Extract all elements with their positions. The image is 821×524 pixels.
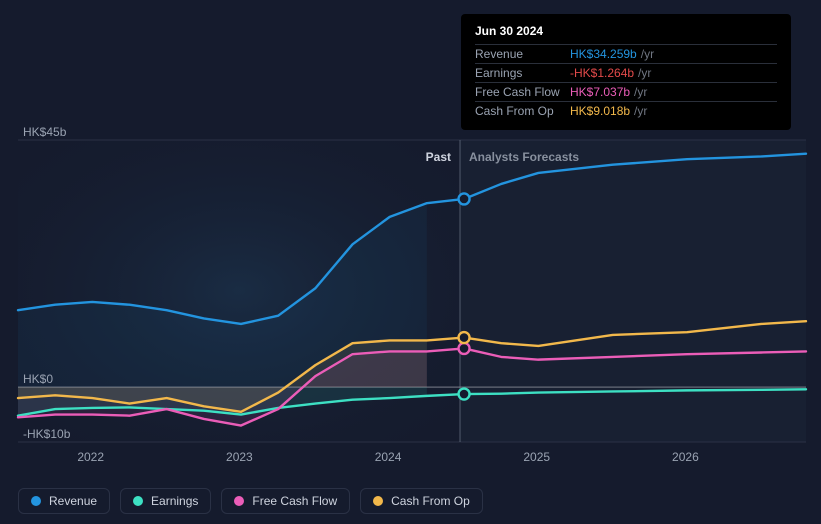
tooltip-row: Cash From OpHK$9.018b/yr <box>475 101 777 120</box>
x-axis-label: 2023 <box>226 450 253 464</box>
chart-legend: Revenue Earnings Free Cash Flow Cash From O… <box>18 488 483 514</box>
tooltip-metric-value: HK$7.037b <box>570 85 630 99</box>
legend-item-revenue[interactable]: Revenue <box>18 488 110 514</box>
legend-item-cash-from-op[interactable]: Cash From Op <box>360 488 483 514</box>
x-axis-label: 2024 <box>375 450 402 464</box>
tooltip-metric-value: HK$34.259b <box>570 47 637 61</box>
legend-dot-icon <box>31 496 41 506</box>
tooltip-row: Free Cash FlowHK$7.037b/yr <box>475 82 777 101</box>
legend-dot-icon <box>234 496 244 506</box>
tooltip-metric-value: HK$9.018b <box>570 104 630 118</box>
tooltip-metric-label: Cash From Op <box>475 104 570 118</box>
chart-tooltip: Jun 30 2024 RevenueHK$34.259b/yrEarnings… <box>461 14 791 130</box>
legend-dot-icon <box>133 496 143 506</box>
legend-item-free-cash-flow[interactable]: Free Cash Flow <box>221 488 350 514</box>
legend-label: Revenue <box>49 494 97 508</box>
financial-chart: Past Analysts Forecasts HK$45b HK$0 -HK$10… <box>0 0 821 524</box>
tooltip-metric-label: Free Cash Flow <box>475 85 570 99</box>
tooltip-unit: /yr <box>634 85 647 99</box>
past-section-label: Past <box>426 150 451 164</box>
y-axis-label: -HK$10b <box>23 427 70 441</box>
tooltip-unit: /yr <box>634 104 647 118</box>
tooltip-date: Jun 30 2024 <box>475 24 777 38</box>
tooltip-metric-label: Earnings <box>475 66 570 80</box>
x-axis-label: 2025 <box>523 450 550 464</box>
y-axis-label: HK$45b <box>23 125 66 139</box>
tooltip-unit: /yr <box>638 66 651 80</box>
x-axis-label: 2026 <box>672 450 699 464</box>
forecast-section-label: Analysts Forecasts <box>469 150 579 164</box>
tooltip-metric-value: -HK$1.264b <box>570 66 634 80</box>
tooltip-row: Earnings-HK$1.264b/yr <box>475 63 777 82</box>
legend-dot-icon <box>373 496 383 506</box>
tooltip-row: RevenueHK$34.259b/yr <box>475 44 777 63</box>
tooltip-unit: /yr <box>641 47 654 61</box>
y-axis-label: HK$0 <box>23 372 53 386</box>
legend-label: Free Cash Flow <box>252 494 337 508</box>
tooltip-metric-label: Revenue <box>475 47 570 61</box>
legend-label: Cash From Op <box>391 494 470 508</box>
legend-label: Earnings <box>151 494 198 508</box>
x-axis-label: 2022 <box>77 450 104 464</box>
legend-item-earnings[interactable]: Earnings <box>120 488 211 514</box>
